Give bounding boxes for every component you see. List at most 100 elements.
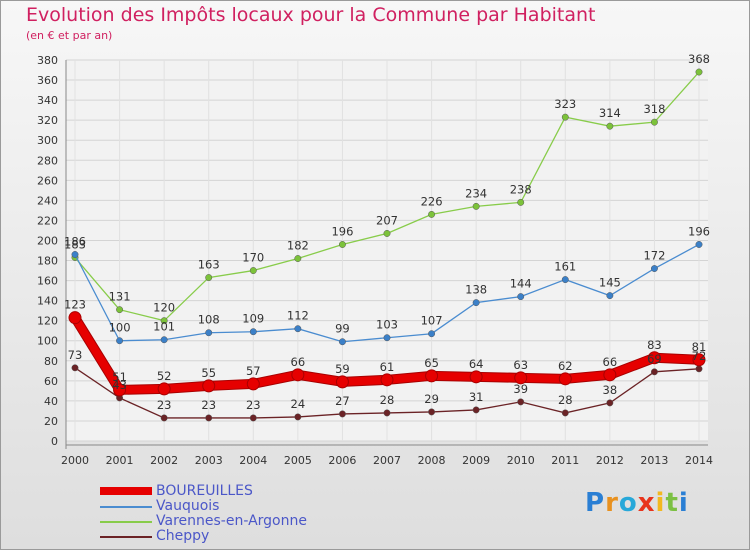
x-tick-label: 2000 — [61, 454, 89, 467]
legend-label: BOUREUILLES — [156, 483, 253, 499]
data-label: 109 — [242, 312, 264, 326]
legend-swatch — [100, 536, 152, 538]
data-label: 55 — [201, 366, 216, 380]
brand-logo: Proxiti — [585, 488, 689, 518]
data-point — [692, 353, 706, 367]
data-point — [335, 375, 349, 389]
data-point — [472, 299, 480, 307]
data-point — [472, 406, 480, 414]
y-tick-label: 140 — [37, 295, 58, 308]
data-point — [294, 325, 302, 333]
data-label: 65 — [424, 356, 439, 370]
data-label: 63 — [513, 358, 528, 372]
brand-letter: P — [585, 488, 606, 518]
data-label: 186 — [64, 235, 86, 249]
data-label: 207 — [376, 213, 398, 227]
data-label: 323 — [554, 97, 576, 111]
data-label: 99 — [335, 322, 350, 336]
data-point — [113, 383, 127, 397]
y-tick-label: 220 — [37, 214, 58, 227]
data-point — [606, 399, 614, 407]
y-tick-label: 300 — [37, 134, 58, 147]
data-label: 112 — [287, 309, 309, 323]
legend-label: Varennes-en-Argonne — [156, 513, 307, 529]
data-label: 81 — [692, 340, 707, 354]
data-point — [160, 336, 168, 344]
y-tick-label: 200 — [37, 234, 58, 247]
data-label: 182 — [287, 239, 309, 253]
x-tick-label: 2010 — [507, 454, 535, 467]
data-label: 39 — [513, 382, 528, 396]
brand-letter: t — [665, 488, 679, 518]
y-tick-label: 80 — [44, 355, 58, 368]
data-label: 69 — [647, 352, 662, 366]
data-label: 73 — [68, 348, 83, 362]
data-label: 23 — [246, 398, 261, 412]
data-label: 226 — [421, 194, 443, 208]
y-tick-label: 160 — [37, 275, 58, 288]
data-point — [561, 276, 569, 284]
data-label: 183 — [64, 238, 86, 252]
data-label: 24 — [291, 397, 306, 411]
x-tick-label: 2008 — [418, 454, 446, 467]
x-tick-label: 2005 — [284, 454, 312, 467]
data-point — [517, 398, 525, 406]
data-point — [383, 409, 391, 417]
data-label: 101 — [153, 320, 175, 334]
data-point — [603, 368, 617, 382]
x-tick-label: 2004 — [239, 454, 267, 467]
legend-swatch — [100, 487, 152, 495]
data-label: 314 — [599, 106, 621, 120]
data-label: 238 — [510, 182, 532, 196]
legend-label: Cheppy — [156, 528, 210, 544]
data-label: 234 — [465, 186, 487, 200]
x-tick-label: 2006 — [328, 454, 356, 467]
data-point — [383, 230, 391, 237]
x-tick-label: 2007 — [373, 454, 401, 467]
data-label: 163 — [198, 258, 220, 272]
data-point — [71, 364, 79, 372]
data-point — [116, 306, 124, 314]
data-point — [294, 413, 302, 421]
y-tick-label: 320 — [37, 114, 58, 127]
data-point — [380, 373, 394, 387]
data-point — [249, 414, 257, 422]
legend-label: Vauquois — [156, 498, 220, 514]
data-point — [606, 292, 614, 300]
data-label: 61 — [380, 360, 395, 374]
data-label: 23 — [157, 398, 172, 412]
data-label: 161 — [554, 260, 576, 274]
data-point — [291, 368, 305, 382]
y-tick-label: 240 — [37, 194, 58, 207]
data-label: 66 — [603, 355, 618, 369]
data-point — [157, 382, 171, 396]
y-tick-label: 180 — [37, 255, 58, 268]
y-tick-label: 260 — [37, 174, 58, 187]
data-point — [205, 274, 213, 282]
data-point — [647, 351, 661, 365]
y-tick-label: 120 — [37, 315, 58, 328]
data-point — [650, 118, 658, 126]
data-point — [514, 371, 528, 385]
data-point — [517, 198, 525, 206]
legend-swatch — [100, 506, 152, 508]
data-point — [246, 377, 260, 391]
series-boureuilles — [68, 311, 706, 397]
data-label: 368 — [688, 52, 710, 66]
chart-title: Evolution des Impôts locaux pour la Comm… — [26, 4, 596, 26]
data-point — [650, 368, 658, 376]
data-point — [294, 255, 302, 262]
data-point — [425, 369, 439, 383]
legend-swatch — [100, 521, 152, 523]
data-point — [695, 365, 703, 373]
data-label: 29 — [424, 392, 439, 406]
data-label: 57 — [246, 364, 261, 378]
x-tick-label: 2003 — [195, 454, 223, 467]
data-point — [606, 122, 614, 130]
data-point — [650, 265, 658, 272]
data-label: 83 — [647, 338, 662, 352]
data-point — [383, 334, 391, 342]
data-label: 145 — [599, 276, 621, 290]
data-label: 59 — [335, 362, 350, 376]
data-point — [116, 337, 124, 345]
